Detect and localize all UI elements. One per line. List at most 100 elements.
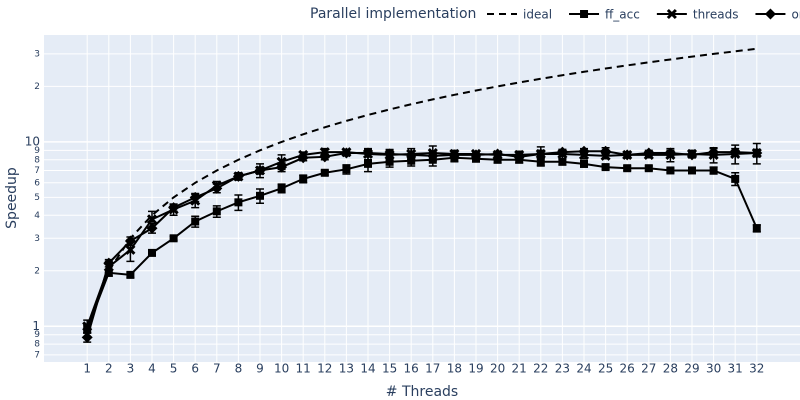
data-point: [299, 174, 308, 183]
x-tick-label: 11: [296, 362, 311, 376]
data-point: [601, 163, 610, 172]
data-point: [320, 168, 329, 177]
data-point: [212, 207, 221, 216]
legend-label: ideal: [523, 8, 552, 22]
data-point: [643, 147, 655, 159]
x-axis-label: # Threads: [386, 384, 458, 400]
y-tick-label: 8: [34, 155, 40, 165]
y-tick-label: 9: [34, 330, 40, 340]
data-point: [364, 159, 372, 168]
data-point: [708, 146, 720, 158]
data-point: [600, 145, 612, 157]
data-point: [580, 159, 588, 168]
x-tick-label: 27: [641, 362, 656, 376]
y-tick-label: 5: [34, 193, 40, 203]
data-point: [81, 331, 93, 343]
x-tick-label: 25: [598, 362, 613, 376]
data-point: [124, 235, 136, 247]
legend-item: ff_acc: [569, 8, 640, 22]
x-tick-label: 3: [127, 362, 135, 376]
data-point: [126, 270, 135, 279]
data-point: [623, 164, 632, 173]
data-point: [254, 164, 266, 176]
series-line: [86, 47, 757, 327]
data-point: [103, 257, 115, 269]
data-point: [385, 157, 394, 166]
y-tick-label: 4: [34, 211, 40, 221]
data-point: [407, 156, 416, 165]
data-point: [666, 166, 675, 175]
data-point: [168, 202, 180, 214]
legend-title: Parallel implementation: [310, 6, 476, 22]
y-tick-label: 2: [34, 266, 40, 276]
legend-item: ideal: [487, 8, 552, 22]
data-point: [191, 217, 200, 226]
y-tick-label: 10: [25, 134, 40, 148]
data-point: [644, 164, 653, 173]
x-tick-label: 8: [235, 362, 243, 376]
data-point: [148, 248, 156, 257]
data-point: [731, 174, 740, 183]
data-point: [319, 151, 331, 163]
y-tick-label: 6: [34, 178, 40, 188]
x-tick-label: 12: [317, 362, 332, 376]
x-tick-label: 15: [382, 362, 397, 376]
data-point: [752, 224, 761, 233]
y-tick-label: 7: [34, 166, 40, 176]
legend-marker: [666, 8, 677, 20]
x-tick-label: 1: [83, 362, 91, 376]
data-point: [256, 191, 264, 200]
legend-label: threads: [693, 8, 739, 22]
data-point: [189, 191, 201, 203]
x-tick-label: 20: [490, 362, 505, 376]
x-tick-label: 26: [620, 362, 635, 376]
data-point: [448, 149, 460, 161]
data-point: [342, 165, 351, 174]
x-tick-label: 14: [360, 362, 375, 376]
data-point: [405, 149, 417, 161]
data-point: [578, 145, 590, 157]
x-tick-label: 22: [533, 362, 548, 376]
data-point: [558, 157, 567, 166]
x-tick-label: 18: [447, 362, 462, 376]
y-tick-label: 9: [34, 146, 40, 156]
data-point: [340, 147, 352, 159]
data-point: [686, 149, 698, 161]
legend-label: ff_acc: [605, 8, 640, 22]
y-axis-label: Speedup: [4, 167, 20, 229]
data-point: [125, 244, 136, 255]
x-tick-label: 24: [576, 362, 591, 376]
legend-item: threads: [656, 8, 739, 22]
data-point: [556, 146, 568, 158]
y-tick-label: 8: [34, 340, 40, 350]
data-point: [232, 170, 244, 182]
y-tick-label: 3: [34, 49, 40, 59]
x-tick-label: 4: [148, 362, 156, 376]
y-tick-label: 3: [34, 234, 40, 244]
x-tick-label: 29: [684, 362, 699, 376]
x-tick-label: 32: [749, 362, 764, 376]
data-point: [276, 161, 288, 173]
data-point: [688, 166, 696, 175]
x-tick-label: 28: [663, 362, 678, 376]
data-point: [277, 184, 286, 193]
legend-item: omp: [755, 8, 800, 22]
x-tick-label: 30: [706, 362, 721, 376]
x-tick-label: 6: [191, 362, 199, 376]
x-tick-label: 13: [339, 362, 354, 376]
data-point: [211, 182, 223, 194]
legend-marker: [764, 8, 776, 20]
x-tick-label: 5: [170, 362, 178, 376]
data-point: [493, 155, 502, 164]
data-point: [297, 152, 309, 164]
data-point: [384, 148, 396, 160]
data-point: [146, 222, 158, 234]
plot-area: [44, 35, 800, 362]
data-point: [427, 150, 439, 162]
data-point: [492, 148, 504, 160]
y-tick-label: 7: [34, 350, 40, 360]
data-point: [234, 198, 243, 207]
x-tick-label: 23: [555, 362, 570, 376]
x-tick-label: 7: [213, 362, 221, 376]
